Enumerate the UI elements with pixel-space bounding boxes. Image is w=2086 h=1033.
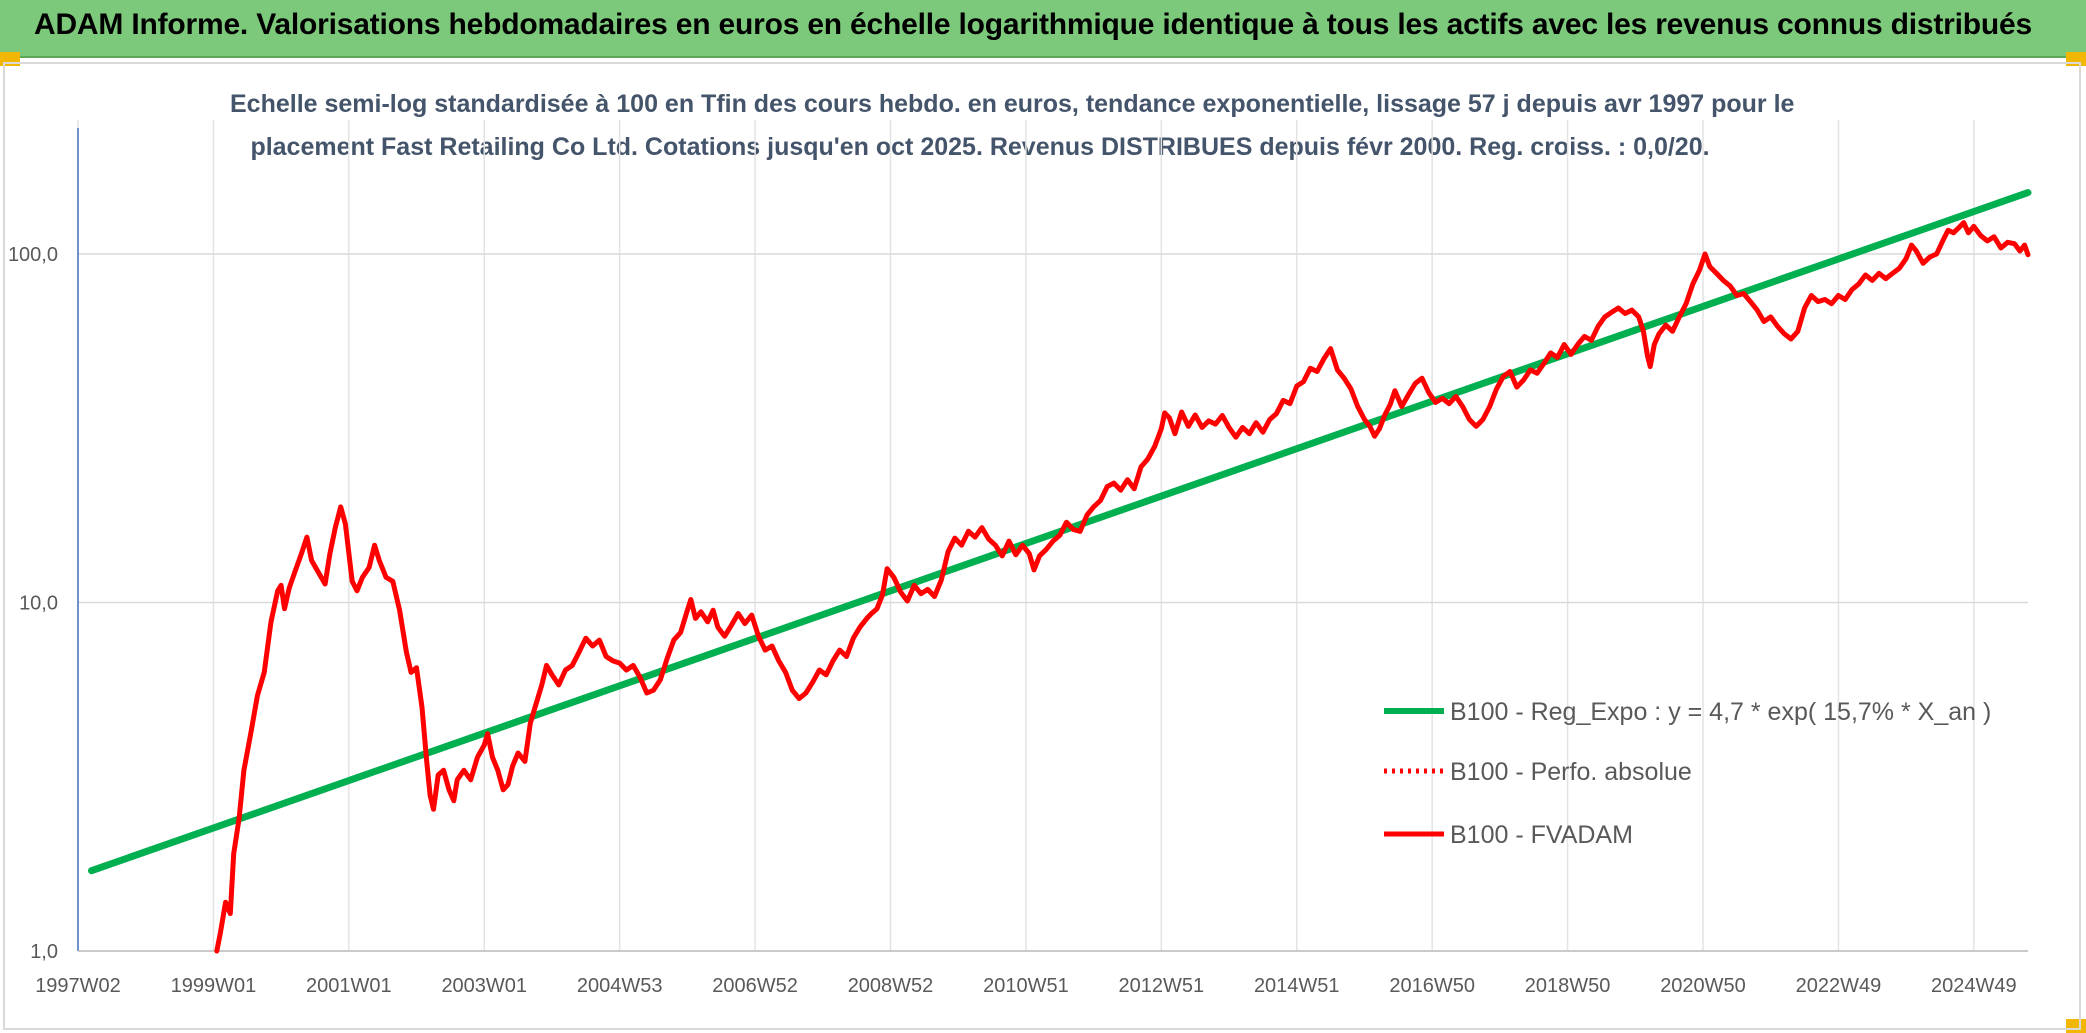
x-tick-label: 2010W51 xyxy=(983,975,1069,997)
report-banner: ADAM Informe. Valorisations hebdomadaire… xyxy=(0,0,2086,58)
x-tick-label: 2024W49 xyxy=(1931,975,2017,997)
x-tick-label: 2008W52 xyxy=(848,975,934,997)
chart-title-line-2: placement Fast Retailing Co Ltd. Cotatio… xyxy=(250,133,1710,161)
x-tick-label: 2022W49 xyxy=(1796,975,1882,997)
x-tick-label: 1997W02 xyxy=(35,975,121,997)
x-tick-label: 2004W53 xyxy=(577,975,663,997)
x-tick-label: 2006W52 xyxy=(712,975,798,997)
x-tick-label: 2003W01 xyxy=(441,975,527,997)
chart-frame xyxy=(3,62,2081,1030)
legend-item-label: B100 - FVADAM xyxy=(1450,821,1633,849)
x-tick-label: 2018W50 xyxy=(1525,975,1611,997)
x-tick-label: 2001W01 xyxy=(306,975,392,997)
price-series-line xyxy=(214,220,2031,954)
report-title: ADAM Informe. Valorisations hebdomadaire… xyxy=(34,8,2032,41)
x-tick-label: 2012W51 xyxy=(1119,975,1205,997)
legend-item-label: B100 - Reg_Expo : y = 4,7 * exp( 15,7% *… xyxy=(1450,698,1991,726)
y-tick-label: 1,0 xyxy=(30,941,58,963)
chart-title-line-1: Echelle semi-log standardisée à 100 en T… xyxy=(230,90,1795,118)
x-tick-label: 2014W51 xyxy=(1254,975,1340,997)
x-tick-label: 1999W01 xyxy=(171,975,257,997)
legend-item-label: B100 - Perfo. absolue xyxy=(1450,758,1692,786)
y-tick-label: 10,0 xyxy=(19,592,58,614)
x-tick-label: 2016W50 xyxy=(1389,975,1475,997)
x-tick-label: 2020W50 xyxy=(1660,975,1746,997)
y-tick-label: 100,0 xyxy=(8,244,58,266)
